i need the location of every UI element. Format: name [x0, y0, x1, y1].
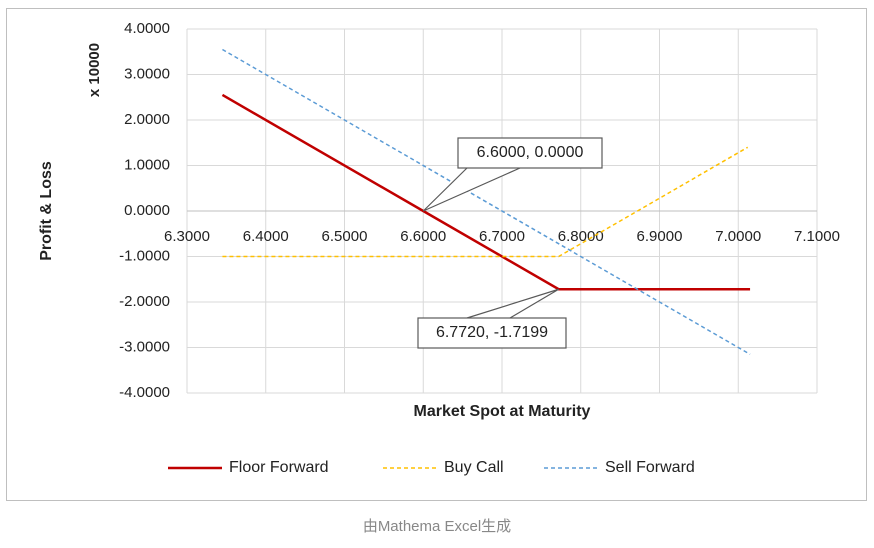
legend-label: Floor Forward: [229, 459, 329, 476]
legend-label: Buy Call: [444, 459, 504, 476]
annotation: 6.6000, 0.0000: [477, 144, 584, 161]
x-tick-label: 6.4000: [243, 228, 289, 245]
x-tick-label: 6.5000: [322, 228, 368, 245]
y-tick-label: -4.0000: [119, 384, 170, 401]
caption: 由Mathema Excel生成: [363, 518, 511, 535]
legend-label: Sell Forward: [605, 459, 695, 476]
callout-pointer: [466, 288, 560, 319]
x-tick-label: 7.1000: [794, 228, 840, 245]
series-line: [221, 93, 751, 291]
x-tick-label: 6.3000: [164, 228, 210, 245]
x-axis-label: Market Spot at Maturity: [414, 403, 591, 420]
series-line: [222, 146, 749, 258]
x-tick-label: 6.9000: [637, 228, 683, 245]
callout-pointer: [422, 167, 521, 212]
x-tick-label: 6.8000: [558, 228, 604, 245]
chart-frame: [6, 8, 867, 501]
callout-box: [417, 317, 567, 349]
annotation: 6.7720, -1.7199: [436, 324, 548, 341]
y-tick-label: -1.0000: [119, 247, 170, 264]
y-tick-label: -2.0000: [119, 293, 170, 310]
y-unit-label: x 10000: [86, 43, 103, 97]
x-tick-label: 6.6000: [400, 228, 446, 245]
y-tick-label: 2.0000: [124, 111, 170, 128]
callout-box: [457, 137, 603, 169]
y-axis-label: Profit & Loss: [38, 161, 55, 261]
x-tick-label: 7.0000: [715, 228, 761, 245]
y-tick-label: 0.0000: [124, 202, 170, 219]
x-tick-label: 6.7000: [479, 228, 525, 245]
y-tick-label: -3.0000: [119, 338, 170, 355]
y-tick-label: 4.0000: [124, 20, 170, 37]
y-tick-label: 3.0000: [124, 65, 170, 82]
y-tick-label: 1.0000: [124, 156, 170, 173]
series-line: [222, 48, 751, 355]
